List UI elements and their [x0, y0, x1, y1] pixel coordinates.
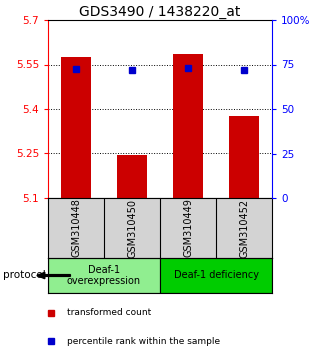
Text: GSM310448: GSM310448: [71, 199, 81, 257]
Bar: [60, 57, 92, 198]
Text: GSM310449: GSM310449: [183, 199, 193, 257]
Bar: [48, 258, 160, 293]
Bar: [48, 198, 104, 258]
Text: Deaf-1
overexpression: Deaf-1 overexpression: [67, 265, 141, 286]
Bar: [228, 116, 260, 198]
Bar: [160, 258, 272, 293]
Bar: [104, 198, 160, 258]
Bar: [216, 198, 272, 258]
Bar: [160, 198, 216, 258]
Title: GDS3490 / 1438220_at: GDS3490 / 1438220_at: [79, 5, 241, 19]
Text: transformed count: transformed count: [67, 308, 151, 318]
Bar: [116, 155, 148, 198]
Bar: [172, 54, 204, 198]
Text: GSM310452: GSM310452: [239, 199, 249, 258]
Text: percentile rank within the sample: percentile rank within the sample: [67, 337, 220, 346]
Text: GSM310450: GSM310450: [127, 199, 137, 257]
Text: protocol: protocol: [3, 270, 46, 280]
Text: Deaf-1 deficiency: Deaf-1 deficiency: [173, 270, 259, 280]
